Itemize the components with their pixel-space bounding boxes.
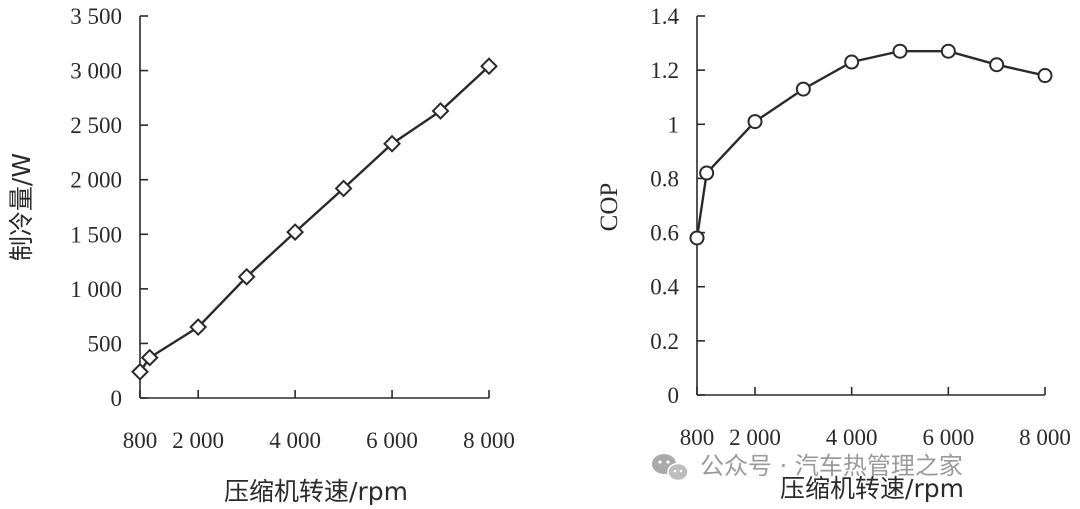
y-tick-label: 0 [668, 383, 680, 408]
chart-left-cooling-capacity: 0 500 1 000 1 500 2 000 2 500 3 000 3 500 800 2 0… [7, 4, 515, 506]
data-point-circle [844, 54, 860, 70]
data-point-diamond [189, 318, 208, 336]
data-point-circle [989, 57, 1005, 73]
data-point-circle [940, 43, 956, 59]
x-axis-title: 压缩机转速/rpm [780, 474, 964, 503]
data-point-circle [892, 43, 908, 59]
y-tick-label: 2 000 [70, 168, 122, 193]
data-point-circle [1037, 68, 1053, 84]
data-point-circle [795, 81, 811, 97]
x-tick-label: 800 [123, 428, 158, 453]
x-tick-label: 6 000 [366, 428, 418, 453]
x-tick-label: 2 000 [172, 428, 224, 453]
data-point-diamond [383, 134, 401, 153]
y-tick-label: 0.6 [650, 221, 679, 246]
y-tick-label: 3 000 [70, 59, 122, 84]
data-point-circle [747, 114, 763, 130]
y-axis-title: 制冷量/W [7, 153, 36, 261]
y-tick-label: 0.2 [650, 329, 679, 354]
x-tick-label: 8 000 [463, 428, 515, 453]
x-axis-title: 压缩机转速/rpm [224, 477, 408, 506]
y-tick-label: 1.2 [650, 58, 679, 83]
chart-right-cop: 0 0.2 0.4 0.6 0.8 1 1.2 1.4 800 2 000 4 000 6 000 8 … [596, 4, 1071, 503]
y-tick-label: 3 500 [70, 4, 122, 29]
data-point-diamond [140, 348, 159, 367]
y-tick-label: 2 500 [70, 113, 122, 138]
data-point-diamond [334, 179, 353, 198]
x-tick-label: 2 000 [729, 425, 781, 450]
data-point-diamond [286, 223, 305, 242]
y-tick-label: 1.4 [650, 4, 679, 29]
x-tick-label: 800 [680, 425, 715, 450]
x-tick-label: 8 000 [1019, 425, 1071, 450]
data-point-diamond [131, 362, 149, 381]
data-point-diamond [431, 102, 450, 120]
y-tick-label: 0.8 [650, 166, 679, 191]
y-tick-label: 500 [88, 331, 123, 356]
x-tick-label: 6 000 [922, 425, 974, 450]
x-tick-label: 4 000 [826, 425, 878, 450]
series-line [695, 50, 1046, 239]
x-tick-label: 4 000 [269, 428, 321, 453]
y-tick-label: 1 000 [70, 277, 122, 302]
watermark: 公众号 · 汽车热管理之家 [652, 452, 963, 482]
wechat-icon [652, 454, 689, 482]
y-tick-label: 1 500 [70, 222, 122, 247]
data-point-circle [689, 230, 705, 246]
y-tick-label: 0 [111, 386, 123, 411]
y-tick-label: 0.4 [650, 275, 679, 300]
data-point-diamond [237, 267, 256, 286]
data-point-circle [699, 165, 715, 181]
y-axis-title: COP [596, 183, 623, 232]
y-tick-label: 1 [668, 112, 680, 137]
data-point-diamond [480, 57, 498, 76]
watermark-text: 公众号 · 汽车热管理之家 [700, 452, 963, 480]
